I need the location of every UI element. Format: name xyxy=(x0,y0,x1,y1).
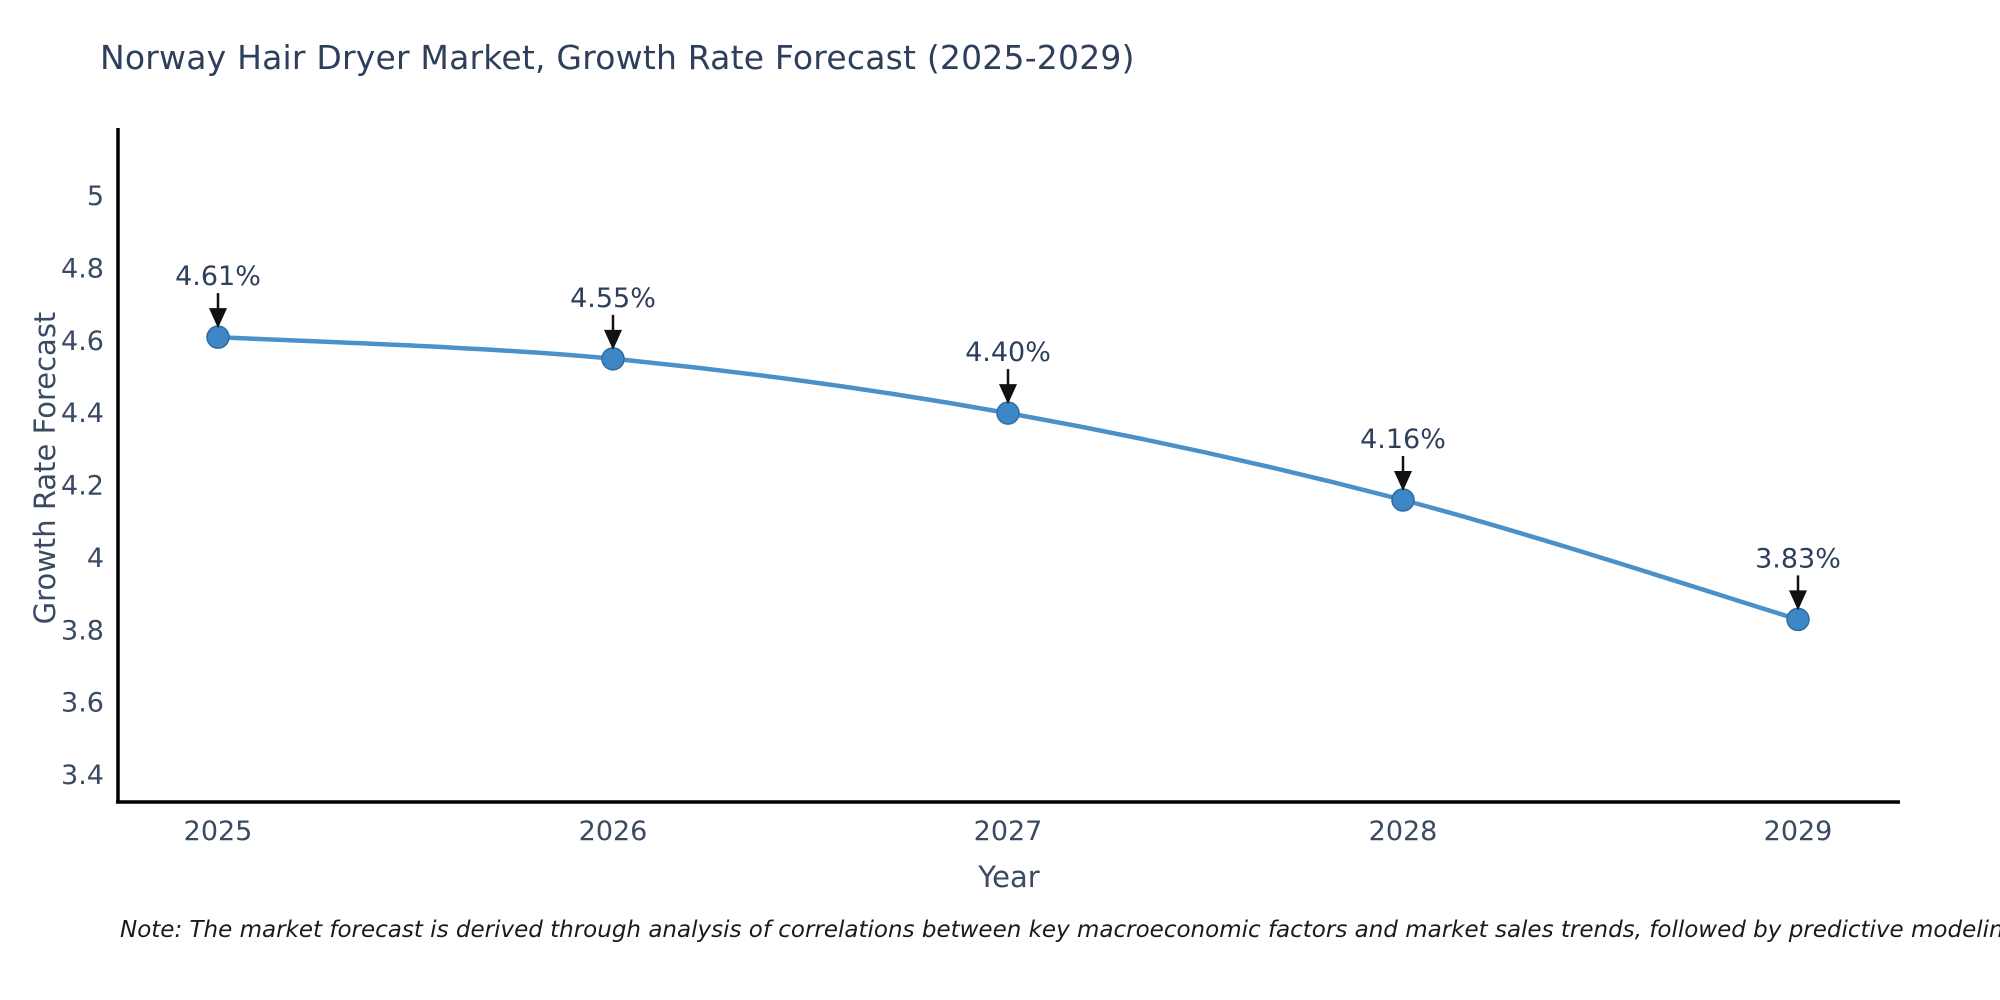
y-tick-label: 4 xyxy=(87,543,104,574)
data-point-label: 3.83% xyxy=(1755,543,1841,574)
annotation-arrowhead-icon xyxy=(209,308,227,329)
x-tick-label: 2026 xyxy=(579,816,648,847)
data-point-label: 4.16% xyxy=(1360,424,1446,455)
data-point-label: 4.61% xyxy=(175,261,261,292)
y-tick-label: 4.8 xyxy=(61,253,104,284)
x-tick-label: 2028 xyxy=(1369,816,1438,847)
annotation-arrowhead-icon xyxy=(1789,590,1807,611)
y-tick-label: 5 xyxy=(87,181,104,212)
data-point-marker xyxy=(996,401,1020,425)
y-tick-label: 4.4 xyxy=(61,398,104,429)
chart-title: Norway Hair Dryer Market, Growth Rate Fo… xyxy=(100,38,1135,77)
annotation-arrowhead-icon xyxy=(999,384,1017,405)
y-tick-label: 4.2 xyxy=(61,471,104,502)
y-tick-label: 3.4 xyxy=(61,760,104,791)
y-tick-label: 3.8 xyxy=(61,615,104,646)
y-tick-label: 3.6 xyxy=(61,688,104,719)
x-tick-label: 2029 xyxy=(1764,816,1833,847)
data-point-marker xyxy=(1786,607,1810,632)
data-point-marker xyxy=(1391,488,1415,512)
y-tick-label: 4.6 xyxy=(61,326,104,357)
x-tick-label: 2025 xyxy=(184,816,253,847)
data-point-marker xyxy=(601,347,625,371)
annotation-arrowhead-icon xyxy=(1394,470,1412,491)
footnote: Note: The market forecast is derived thr… xyxy=(120,917,2000,943)
annotation-arrowhead-icon xyxy=(604,329,622,350)
x-axis-title: Year xyxy=(978,860,1040,894)
x-tick-label: 2027 xyxy=(974,816,1043,847)
data-point-label: 4.55% xyxy=(570,283,656,314)
data-point-marker xyxy=(206,325,230,349)
data-point-label: 4.40% xyxy=(965,337,1051,368)
